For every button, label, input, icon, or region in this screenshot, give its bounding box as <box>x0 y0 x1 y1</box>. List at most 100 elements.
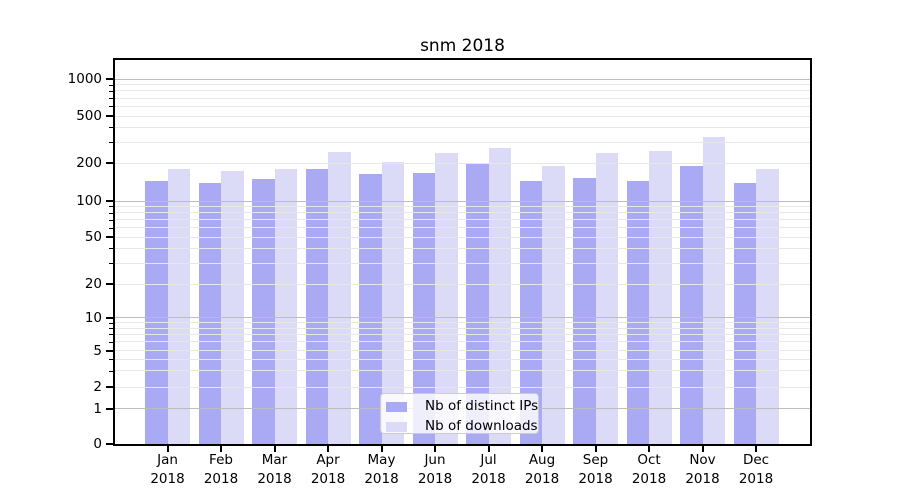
y-tick-minor <box>109 359 113 361</box>
bar-nb-of-distinct-ips-feb <box>198 182 221 444</box>
gridline-minor <box>115 227 810 229</box>
y-tick <box>106 349 113 352</box>
x-tick-label: Jul 2018 <box>471 452 506 487</box>
y-tick-minor <box>109 328 113 330</box>
gridline-major <box>115 78 810 80</box>
bar-nb-of-downloads-oct <box>649 150 672 444</box>
bar-nb-of-downloads-nov <box>702 136 725 444</box>
y-tick-label: 1 <box>93 400 102 417</box>
bar-nb-of-distinct-ips-mar <box>252 178 275 444</box>
gridline-minor <box>115 386 810 388</box>
y-tick-label: 1000 <box>67 71 102 87</box>
gridline-minor <box>115 236 810 238</box>
y-tick-label: 5 <box>93 342 102 359</box>
gridline-minor <box>115 205 810 207</box>
gridline-minor <box>115 341 810 343</box>
y-tick-minor <box>109 227 113 229</box>
legend-swatch-distinct-ips <box>386 401 407 412</box>
y-tick <box>106 316 113 319</box>
y-tick <box>106 200 113 202</box>
gridline-minor <box>115 115 810 117</box>
x-tick <box>327 446 329 452</box>
bar-nb-of-downloads-mar <box>274 169 297 444</box>
y-tick <box>106 442 113 445</box>
y-tick-minor <box>109 370 113 372</box>
gridline-minor <box>115 162 810 164</box>
bar-nb-of-distinct-ips-oct <box>626 180 649 444</box>
x-tick <box>380 446 383 452</box>
legend-swatch-downloads <box>386 421 407 432</box>
y-tick <box>106 386 113 388</box>
legend-label: Nb of distinct IPs <box>425 398 539 414</box>
x-tick <box>701 446 704 452</box>
x-tick-label: Apr 2018 <box>310 452 346 487</box>
gridline-minor <box>115 105 810 107</box>
legend-entry: Nb of distinct IPs <box>386 398 538 415</box>
gridline-minor <box>115 370 810 372</box>
y-tick <box>106 407 113 410</box>
y-tick-minor <box>109 106 113 108</box>
y-tick <box>106 78 113 80</box>
x-tick <box>166 446 169 452</box>
y-tick-minor <box>109 98 113 100</box>
x-tick-label: Sep 2018 <box>578 452 613 487</box>
x-tick-label: Jan 2018 <box>150 452 185 487</box>
y-tick-label: 20 <box>84 276 102 292</box>
y-tick-label: 50 <box>84 229 102 245</box>
bar-nb-of-distinct-ips-jan <box>145 180 168 444</box>
x-tick-label: Nov 2018 <box>685 452 720 487</box>
y-tick-minor <box>109 248 113 250</box>
x-tick-label: Jun 2018 <box>417 452 453 487</box>
y-tick-label: 2 <box>93 379 102 395</box>
y-tick-minor <box>109 212 113 214</box>
y-tick-minor <box>109 334 113 336</box>
bar-nb-of-distinct-ips-apr <box>305 169 328 444</box>
bar-nb-of-downloads-may <box>381 162 404 444</box>
x-tick-label: Dec 2018 <box>738 452 774 487</box>
gridline-minor <box>115 219 810 221</box>
bar-nb-of-distinct-ips-jun <box>412 172 435 444</box>
y-tick-label: 500 <box>76 108 102 124</box>
bar-nb-of-downloads-apr <box>328 152 351 444</box>
y-tick-minor <box>109 341 113 343</box>
bar-nb-of-downloads-feb <box>221 171 244 444</box>
chart-title: snm 2018 <box>420 36 505 56</box>
y-tick <box>106 162 113 164</box>
y-tick-minor <box>109 127 113 129</box>
x-tick <box>220 446 222 452</box>
bar-nb-of-downloads-aug <box>542 165 565 444</box>
bar-nb-of-downloads-dec <box>756 168 779 444</box>
y-tick-minor <box>109 263 113 265</box>
y-tick-minor <box>109 322 113 324</box>
x-tick-label: Mar 2018 <box>257 452 292 487</box>
bar-nb-of-downloads-jan <box>167 168 190 444</box>
bar-nb-of-distinct-ips-nov <box>680 166 703 444</box>
gridline-minor <box>115 262 810 264</box>
bar-nb-of-downloads-sep <box>595 152 618 444</box>
x-tick <box>594 446 597 452</box>
y-tick-label: 200 <box>76 155 102 171</box>
x-tick-label: Feb 2018 <box>203 452 239 487</box>
gridline-minor <box>115 358 810 360</box>
legend-label: Nb of downloads <box>425 418 538 434</box>
x-tick-label: May 2018 <box>364 452 399 487</box>
x-tick <box>755 446 757 452</box>
y-tick-label: 10 <box>84 309 102 326</box>
y-tick <box>106 115 113 117</box>
gridline-minor <box>115 126 810 128</box>
bar-nb-of-distinct-ips-aug <box>519 180 542 444</box>
y-tick-minor <box>109 206 113 208</box>
x-tick-label: Aug 2018 <box>524 452 560 487</box>
y-tick-minor <box>109 219 113 221</box>
x-tick <box>541 446 543 452</box>
y-tick-minor <box>109 84 113 86</box>
x-tick <box>487 446 490 452</box>
x-tick-label: Oct 2018 <box>631 452 667 487</box>
y-tick-minor <box>109 90 113 92</box>
bar-nb-of-distinct-ips-dec <box>733 182 756 444</box>
gridline-minor <box>115 212 810 214</box>
y-tick-minor <box>109 142 113 144</box>
y-tick-label: 0 <box>93 435 102 452</box>
gridline-minor <box>115 333 810 335</box>
